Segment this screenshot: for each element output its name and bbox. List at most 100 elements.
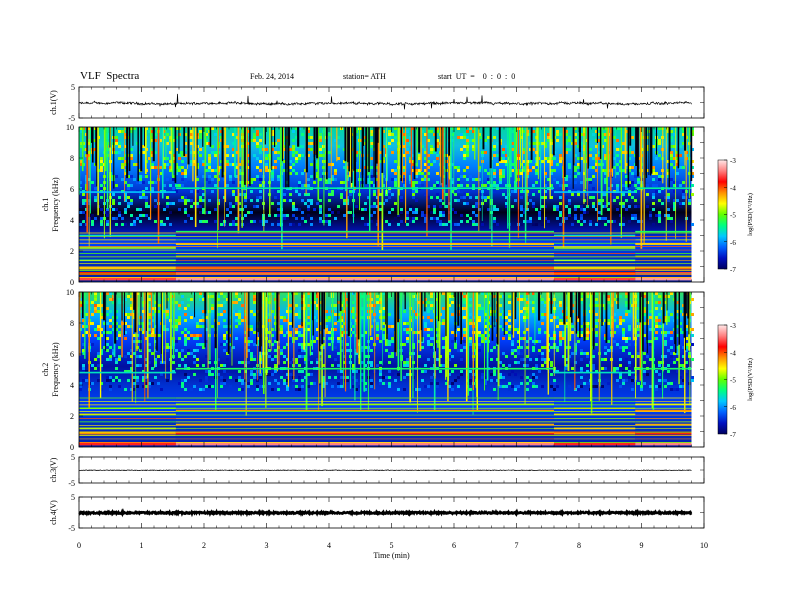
spectrum-cell (613, 196, 616, 199)
spectrum-cell (154, 310, 157, 313)
spectrum-cell (610, 220, 613, 223)
spectrum-cell (532, 310, 535, 313)
spectrum-cell (244, 193, 247, 196)
spectrum-cell (427, 205, 430, 208)
spectrum-cell (328, 316, 331, 319)
spectrum-cell (253, 313, 256, 316)
spectrum-cell (187, 304, 190, 307)
spectrum-cell (334, 172, 337, 175)
spectrum-cell (256, 166, 259, 169)
spectrum-cell (478, 349, 481, 352)
spectrum-cell (181, 349, 184, 352)
spectrum-cell (502, 175, 505, 178)
spectrum-cell (181, 382, 184, 385)
spectrum-cell (208, 127, 211, 130)
spectrum-cell (88, 139, 91, 142)
spectrum-cell (139, 181, 142, 184)
spectrum-cell (88, 157, 91, 160)
spectrum-cell (163, 346, 166, 349)
spectrum-cell (541, 346, 544, 349)
spectrum-cell (436, 382, 439, 385)
spectrum-cell (178, 352, 181, 355)
spectrum-cell (184, 169, 187, 172)
spectrum-cell (307, 154, 310, 157)
spectrum-cell (631, 388, 634, 391)
spectrum-cell (94, 304, 97, 307)
spectrum-cell (388, 295, 391, 298)
spectrum-cell (124, 370, 127, 373)
spectrum-cell (247, 343, 250, 346)
spectrum-cell (151, 148, 154, 151)
spectrum-cell (337, 370, 340, 373)
spectrum-cell (475, 178, 478, 181)
spectrum-cell (523, 313, 526, 316)
spectrum-cell (574, 361, 577, 364)
spectrum-cell (199, 196, 202, 199)
spectrum-cell (250, 325, 253, 328)
spectrum-cell (352, 331, 355, 334)
spectrum-cell (403, 364, 406, 367)
spectrum-cell (127, 313, 130, 316)
spectrum-cell (433, 205, 436, 208)
spectrum-cell (544, 217, 547, 220)
spectrum-cell (196, 355, 199, 358)
spectrum-cell (202, 346, 205, 349)
spectrum-cell (379, 382, 382, 385)
spectrum-cell (205, 385, 208, 388)
spectrum-cell (106, 343, 109, 346)
spectrum-cell (328, 178, 331, 181)
spectrum-cell (547, 136, 550, 139)
spectrum-cell (310, 301, 313, 304)
spectrum-cell (217, 295, 220, 298)
spectrum-cell (541, 352, 544, 355)
spectrum-cell (604, 352, 607, 355)
spectrum-cell (583, 382, 586, 385)
spectrum-cell (442, 346, 445, 349)
spectrum-cell (430, 382, 433, 385)
spectrum-cell (214, 151, 217, 154)
spectrum-cell (214, 133, 217, 136)
spectrum-cell (271, 310, 274, 313)
spectrum-cell (502, 316, 505, 319)
spectrum-cell (583, 373, 586, 376)
spectrum-cell (259, 385, 262, 388)
spectrum-cell (298, 193, 301, 196)
spectrum-cell (586, 364, 589, 367)
spectrum-cell (574, 328, 577, 331)
spectrum-cell (160, 358, 163, 361)
spectrum-cell (229, 349, 232, 352)
spectrum-cell (295, 208, 298, 211)
spectrum-cell (262, 217, 265, 220)
spectrum-cell (511, 169, 514, 172)
spectrum-cell (112, 352, 115, 355)
spectrum-cell (622, 184, 625, 187)
spectrum-cell (370, 325, 373, 328)
spectrum-cell (478, 202, 481, 205)
spectrum-cell (328, 133, 331, 136)
spectrum-cell (208, 169, 211, 172)
spectrum-cell (496, 223, 499, 226)
spectrum-cell (163, 310, 166, 313)
y-axis-label-channel: ch.2 (41, 363, 50, 377)
spectrum-cell (343, 202, 346, 205)
spectrum-cell (157, 304, 160, 307)
spectrum-cell (532, 142, 535, 145)
spectrum-cell (535, 208, 538, 211)
spectrum-cell (523, 307, 526, 310)
spectrum-cell (454, 211, 457, 214)
spectrum-cell (271, 175, 274, 178)
spectrum-cell (532, 292, 535, 295)
spectrum-cell (433, 148, 436, 151)
spectrum-cell (592, 166, 595, 169)
spectrum-cell (523, 166, 526, 169)
spectrum-cell (376, 298, 379, 301)
spectrum-cell (277, 382, 280, 385)
spectrum-cell (430, 304, 433, 307)
spectrum-cell (367, 205, 370, 208)
spectrum-cell (619, 127, 622, 130)
spectrum-cell (310, 352, 313, 355)
spectrum-cell (442, 202, 445, 205)
spectrum-cell (484, 376, 487, 379)
spectrum-cell (214, 220, 217, 223)
spectrum-cell (580, 205, 583, 208)
